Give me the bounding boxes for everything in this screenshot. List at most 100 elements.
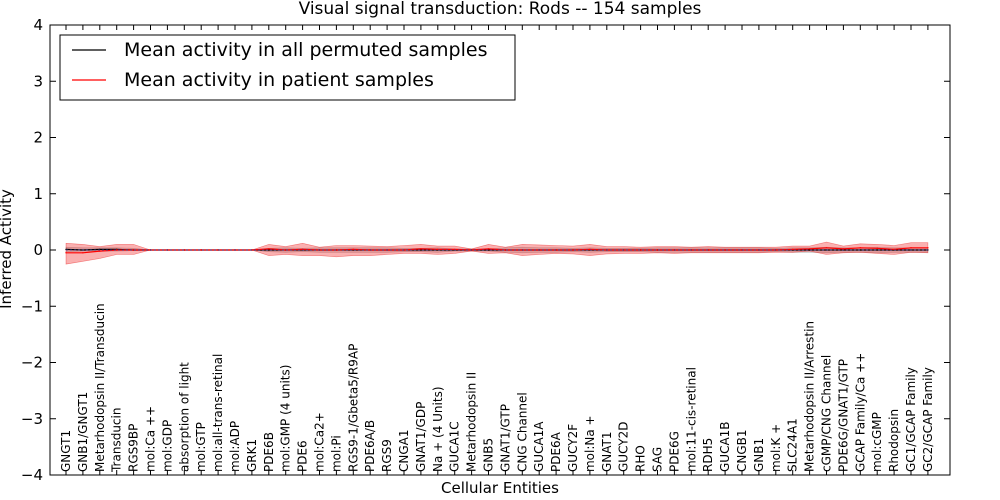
data-point <box>420 248 422 250</box>
legend-box <box>59 34 516 101</box>
x-tick-label: GCAP Family/Ca ++ <box>853 353 867 472</box>
x-tick-label: GUCA1B <box>718 421 732 472</box>
data-point <box>504 249 507 251</box>
data-point <box>65 252 67 254</box>
data-point <box>656 249 659 251</box>
data-point <box>116 249 118 251</box>
x-tick-label: PDE6A/B <box>363 420 377 472</box>
data-point <box>808 249 811 251</box>
x-tick-label: RDH5 <box>701 438 715 472</box>
chart-title: Visual signal transduction: Rods -- 154 … <box>299 0 702 19</box>
series-line-2 <box>66 247 928 254</box>
x-tick-label: GNB1/GNGT1 <box>76 392 90 472</box>
x-tick-label: GUCA1A <box>532 421 546 472</box>
x-tick-label: cGMP/CNG Channel <box>820 355 834 472</box>
data-point <box>268 249 270 251</box>
x-tick-label: PDE6G/GNAT1/GTP <box>836 359 850 472</box>
x-tick-label: Metarhodopsin II/Transducin <box>93 303 107 472</box>
data-point <box>335 249 338 251</box>
x-tick-label: mol:11-cis-retinal <box>684 367 698 472</box>
data-point <box>268 248 270 250</box>
data-point <box>792 248 794 251</box>
data-point <box>876 249 878 251</box>
x-axis-label: Cellular Entities <box>441 479 559 497</box>
x-tick-label: mol:GTP <box>194 422 208 472</box>
data-point <box>572 249 574 251</box>
x-tick-label: mol:ADP <box>228 421 242 472</box>
y-tick-label: −3 <box>21 410 43 428</box>
x-tick-label: GC2/GCAP Family <box>921 367 935 472</box>
y-tick-label: 2 <box>33 129 43 147</box>
x-tick-label: GUCY2F <box>566 424 580 472</box>
x-tick-label: PDE6G <box>667 431 681 472</box>
x-tick-label: CNG Channel <box>515 392 529 472</box>
x-tick-label: RHO <box>634 445 648 472</box>
data-point <box>639 249 642 251</box>
data-point <box>132 249 135 251</box>
y-axis-label: Inferred Activity <box>0 189 15 309</box>
data-point <box>825 247 828 249</box>
y-tick-label: 0 <box>33 241 43 259</box>
x-tick-label: GNAT1/GDP <box>414 402 428 472</box>
x-tick-label: SLC24A1 <box>786 418 800 472</box>
x-tick-label: PDE6A <box>549 431 563 472</box>
legend: Mean activity in all permuted samples Mea… <box>59 34 516 101</box>
x-tick-label: mol:GDP <box>160 420 174 472</box>
x-tick-label: mol:all-trans-retinal <box>211 354 225 472</box>
x-tick-label: RGS9BP <box>127 424 141 472</box>
x-tick-label: mol:Na + <box>583 415 597 472</box>
x-tick-label: GRK1 <box>245 439 259 472</box>
data-point <box>927 247 929 249</box>
x-tick-label: mol:GMP (4 units) <box>279 365 293 472</box>
y-tick-label: −1 <box>21 297 43 315</box>
x-tick-label: mol:Ca2+ <box>313 412 327 472</box>
x-tick-label: GNB1 <box>752 438 766 472</box>
y-tick-label: −2 <box>21 354 43 372</box>
x-tick-label: mol:cGMP <box>870 412 884 472</box>
x-tick-label: mol:Pi <box>329 435 343 472</box>
y-tick-label: 4 <box>33 16 43 34</box>
x-tick-label: CNGA1 <box>397 430 411 473</box>
data-point <box>842 248 845 250</box>
x-tick-label: Transducin <box>110 408 124 473</box>
x-tick-label: Rhodopsin <box>887 409 901 472</box>
data-point <box>420 249 422 251</box>
x-tick-label: mol:K + <box>769 424 783 472</box>
data-point <box>859 247 861 249</box>
data-point <box>200 249 202 251</box>
y-tick-label: −4 <box>21 466 43 484</box>
data-point <box>352 248 354 251</box>
x-tick-label: Metarhodopsin II/Arrestin <box>803 321 817 472</box>
data-point <box>487 248 490 250</box>
x-tick-label: mol:Ca ++ <box>144 406 158 472</box>
x-tick-label: absorption of light <box>177 362 191 472</box>
series-band-2 <box>65 241 929 265</box>
y-tick-label: 3 <box>33 72 43 90</box>
x-tick-label: Na + (4 Units) <box>431 386 445 472</box>
x-tick-label: GUCY2D <box>617 422 631 472</box>
y-tick-label: 1 <box>33 185 43 203</box>
x-tick-label: GNB5 <box>482 438 496 472</box>
x-tick-label: RGS9 <box>380 439 394 472</box>
data-point <box>724 249 726 251</box>
legend-label-1: Mean activity in all permuted samples <box>124 39 487 61</box>
x-tick-label: CNGB1 <box>735 429 749 472</box>
x-tick-label: PDE6 <box>296 440 310 472</box>
data-point <box>910 247 912 249</box>
x-tick-label: GUCA1C <box>448 421 462 472</box>
x-tick-label: SAG <box>651 447 665 472</box>
x-tick-label: PDE6B <box>262 432 276 472</box>
x-tick-label: GNGT1 <box>59 430 73 472</box>
x-tick-label: RGS9-1/Gbeta5/R9AP <box>346 344 360 472</box>
data-point <box>808 248 811 250</box>
data-point <box>876 247 878 249</box>
x-tick-label: Metarhodopsin II <box>465 372 479 472</box>
data-point <box>82 252 84 254</box>
x-tick-label: GNAT1/GTP <box>498 404 512 472</box>
data-point <box>487 249 490 251</box>
x-tick-label: GC1/GCAP Family <box>904 367 918 472</box>
x-tick-label: GNAT1 <box>600 431 614 472</box>
data-point <box>99 250 101 252</box>
legend-label-2: Mean activity in patient samples <box>124 69 434 91</box>
